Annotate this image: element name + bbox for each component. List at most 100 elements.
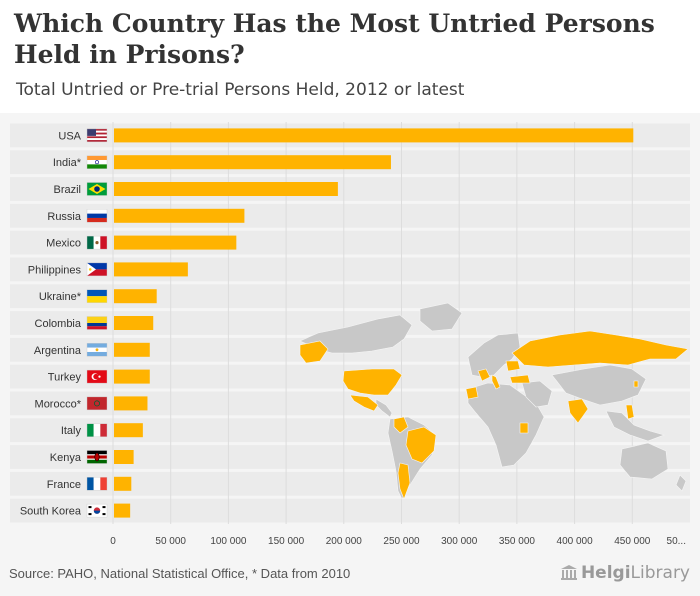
bar <box>114 182 338 196</box>
map-morocco <box>465 386 479 400</box>
category-label: Russia <box>47 211 82 223</box>
south-korea-flag-icon <box>86 503 108 518</box>
flags <box>86 128 108 518</box>
source-note: Source: PAHO, National Statistical Offic… <box>9 566 351 581</box>
category-label: Morocco* <box>35 398 82 410</box>
bar <box>114 208 245 223</box>
map-alaska <box>299 340 329 364</box>
x-tick-label: 350 000 <box>499 536 536 547</box>
category-label: South Korea <box>20 506 82 518</box>
colombia-flag-icon <box>86 316 108 330</box>
row-band <box>10 471 690 496</box>
row-band <box>10 203 690 228</box>
map-southeast-asia <box>605 410 665 442</box>
row-band <box>10 418 690 443</box>
bar <box>114 235 237 250</box>
turkey-flag-icon <box>86 369 108 384</box>
map-philippines <box>625 404 635 420</box>
row-bands <box>10 123 690 523</box>
category-label: Mexico <box>46 238 81 250</box>
brazil-flag-icon <box>86 182 108 196</box>
bar <box>114 262 188 277</box>
helgilibrary-logo: HelgiLibrary <box>560 563 690 583</box>
x-tick-label: 50... <box>667 536 686 547</box>
france-flag-icon <box>86 477 108 491</box>
map-north-america <box>299 314 413 354</box>
x-tick-label: 200 000 <box>326 536 363 547</box>
bar <box>114 316 154 330</box>
category-labels: USA India* Brazil Russia Mexico Philippines Uk… <box>20 130 82 517</box>
x-tick-label: 450 000 <box>614 536 651 547</box>
category-label: Ukraine* <box>39 291 82 303</box>
world-map <box>299 302 689 500</box>
map-europe <box>467 332 521 378</box>
category-label: Philippines <box>28 264 82 276</box>
chart-title: Which Country Has the Most Untried Perso… <box>14 9 655 69</box>
x-tick-label: 300 000 <box>441 536 478 547</box>
map-brazil <box>405 426 437 464</box>
x-tick-label: 100 000 <box>210 536 247 547</box>
category-label: Kenya <box>50 452 82 464</box>
row-band <box>10 445 690 469</box>
row-band <box>10 284 690 309</box>
row-band <box>10 498 690 523</box>
argentina-flag-icon <box>86 343 108 357</box>
map-india <box>567 398 589 424</box>
usa-flag-icon <box>86 128 108 143</box>
philippines-flag-icon <box>86 262 108 277</box>
bar <box>114 450 134 464</box>
category-label: France <box>47 479 81 491</box>
ukraine-flag-icon <box>86 289 108 303</box>
x-tick-label: 150 000 <box>268 536 305 547</box>
category-label: Colombia <box>35 318 82 330</box>
map-asia <box>551 364 647 406</box>
map-italy <box>491 374 501 390</box>
chart-footer: Source: PAHO, National Statistical Offic… <box>0 558 700 596</box>
map-argentina <box>397 462 411 500</box>
map-france <box>477 368 491 382</box>
x-axis-tick-labels: 0 50 000 100 000 150 000 200 000 250 000 300 0… <box>110 536 686 547</box>
x-tick-label: 400 000 <box>557 536 594 547</box>
row-band <box>10 177 690 201</box>
x-tick-label: 50 000 <box>155 536 186 547</box>
bars <box>114 128 634 518</box>
map-greenland <box>419 302 463 332</box>
map-usa <box>342 368 403 396</box>
bar-chart: USA India* Brazil Russia Mexico Philippines Uk… <box>10 122 690 547</box>
mexico-flag-icon <box>86 235 108 250</box>
chart-header: Which Country Has the Most Untried Perso… <box>0 0 700 113</box>
brand-part-2: Library <box>630 563 690 583</box>
row-band <box>10 257 690 282</box>
bar <box>114 342 150 357</box>
morocco-flag-icon <box>86 396 108 411</box>
category-label: Italy <box>61 425 82 437</box>
brand-part-1: Helgi <box>580 563 631 583</box>
map-new-zealand <box>675 474 687 492</box>
map-mexico <box>349 394 379 412</box>
x-tick-label: 250 000 <box>383 536 420 547</box>
library-columns-icon <box>560 565 577 580</box>
bar <box>114 423 143 438</box>
kenya-flag-icon <box>86 450 108 464</box>
row-band <box>10 311 690 335</box>
map-russia <box>511 330 689 368</box>
map-colombia <box>393 416 409 434</box>
map-africa <box>467 382 545 468</box>
map-kenya <box>519 422 529 434</box>
category-label: Brazil <box>53 184 81 196</box>
bar <box>114 476 132 491</box>
map-middle-east <box>521 380 553 408</box>
map-south-korea <box>633 380 639 388</box>
india-flag-icon <box>86 155 108 169</box>
bar <box>114 369 150 384</box>
chart-subtitle: Total Untried or Pre-trial Persons Held,… <box>16 80 465 100</box>
bar <box>114 128 634 143</box>
bar <box>114 289 157 304</box>
plot-area: USA India* Brazil Russia Mexico Philippines Uk… <box>0 113 700 558</box>
x-tick-label: 0 <box>110 536 116 547</box>
row-band <box>10 230 690 255</box>
category-label: Argentina <box>34 345 82 357</box>
map-ukraine <box>505 360 521 372</box>
category-label: India* <box>53 157 82 169</box>
